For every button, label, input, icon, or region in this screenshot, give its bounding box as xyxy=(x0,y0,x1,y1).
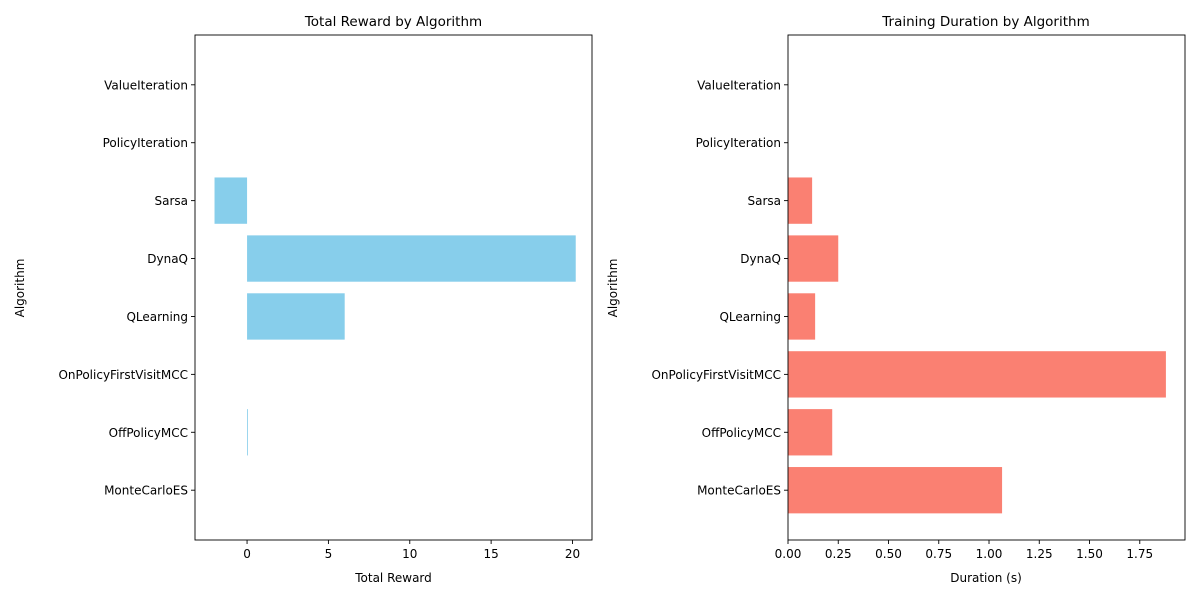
x-tick-label: 0.25 xyxy=(825,547,852,561)
y-tick-label: MonteCarloES xyxy=(697,484,781,498)
bar-QLearning xyxy=(247,293,345,340)
x-tick-label: 1.75 xyxy=(1126,547,1153,561)
bar-Sarsa xyxy=(788,177,813,224)
chart-title: Total Reward by Algorithm xyxy=(304,14,482,30)
y-tick-label: QLearning xyxy=(719,310,781,324)
x-tick-label: 1.50 xyxy=(1076,547,1103,561)
y-tick-label: OnPolicyFirstVisitMCC xyxy=(58,368,188,382)
bar-OffPolicyMCC xyxy=(788,409,833,456)
y-tick-label: OnPolicyFirstVisitMCC xyxy=(651,368,781,382)
x-tick-label: 0 xyxy=(243,547,251,561)
bar-OffPolicyMCC xyxy=(247,409,248,456)
bar-QLearning xyxy=(788,293,816,340)
y-tick-label: OffPolicyMCC xyxy=(109,426,188,440)
x-tick-label: 0.00 xyxy=(775,547,802,561)
x-tick-label: 5 xyxy=(325,547,333,561)
axes-frame xyxy=(787,34,1186,541)
panel-training-duration: Training Duration by Algorithm Duration … xyxy=(606,14,1186,585)
chart-title: Training Duration by Algorithm xyxy=(881,14,1089,30)
y-tick-label: Sarsa xyxy=(747,194,781,208)
y-tick-label: DynaQ xyxy=(740,252,781,266)
x-tick-label: 15 xyxy=(483,547,498,561)
x-axis-label: Duration (s) xyxy=(950,571,1022,585)
bar-DynaQ xyxy=(247,235,576,282)
y-tick-label: ValueIteration xyxy=(104,78,188,92)
bar-Sarsa xyxy=(214,177,248,224)
x-tick-label: 20 xyxy=(565,547,580,561)
y-tick-label: OffPolicyMCC xyxy=(702,426,781,440)
x-tick-label: 1.00 xyxy=(976,547,1003,561)
bar-MonteCarloES xyxy=(788,467,1003,514)
x-tick-label: 10 xyxy=(402,547,417,561)
y-tick-label: DynaQ xyxy=(147,252,188,266)
y-tick-label: ValueIteration xyxy=(697,78,781,92)
y-tick-label: Sarsa xyxy=(154,194,188,208)
x-tick-label: 1.25 xyxy=(1026,547,1053,561)
bar-OnPolicyFirstVisitMCC xyxy=(788,351,1166,398)
axes-frame xyxy=(194,34,593,541)
x-tick-label: 0.50 xyxy=(875,547,902,561)
x-axis-label: Total Reward xyxy=(354,571,432,585)
y-axis-label: Algorithm xyxy=(13,259,27,318)
y-axis-label: Algorithm xyxy=(606,259,620,318)
bar-DynaQ xyxy=(788,235,839,282)
panel-total-reward: Total Reward by Algorithm Total Reward A… xyxy=(13,14,593,585)
x-tick-label: 0.75 xyxy=(925,547,952,561)
y-tick-label: QLearning xyxy=(126,310,188,324)
y-tick-label: PolicyIteration xyxy=(696,136,781,150)
y-tick-label: MonteCarloES xyxy=(104,484,188,498)
y-tick-label: PolicyIteration xyxy=(103,136,188,150)
